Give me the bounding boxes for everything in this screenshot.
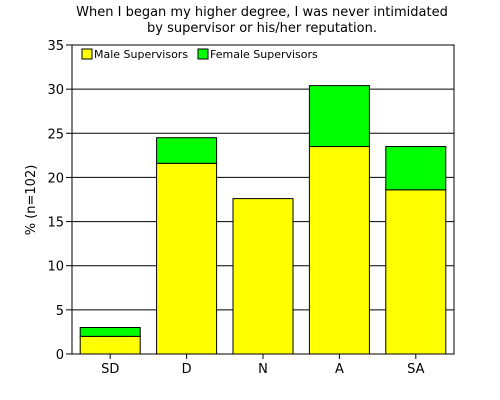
y-tick-label: 35 xyxy=(47,39,64,54)
legend: Male Supervisors Female Supervisors xyxy=(81,48,318,61)
x-tick-label-sd: SD xyxy=(101,362,119,377)
bar-male-sa xyxy=(385,189,447,355)
bar-male-d xyxy=(156,162,218,355)
y-tick-label: 5 xyxy=(56,304,64,319)
y-tick-label: 10 xyxy=(47,260,64,275)
y-tick-label: 15 xyxy=(47,216,64,231)
y-axis-label: % (n=102) xyxy=(24,165,39,236)
bar-female-a xyxy=(308,85,370,148)
bars xyxy=(79,85,447,355)
legend-label-male: Male Supervisors xyxy=(94,48,188,61)
y-tick-label: 20 xyxy=(47,171,64,186)
x-tick-label-a: A xyxy=(335,362,344,377)
legend-swatch-male xyxy=(81,48,93,60)
x-tick-label-n: N xyxy=(258,362,268,377)
bar-male-n xyxy=(232,198,294,355)
bar-female-d xyxy=(156,137,218,164)
y-tick-label: 0 xyxy=(56,348,64,363)
legend-label-female: Female Supervisors xyxy=(210,48,318,61)
y-tick-label: 25 xyxy=(47,127,64,142)
y-tick-label: 30 xyxy=(47,83,64,98)
y-axis: 0 5 10 15 20 25 30 35 xyxy=(47,39,72,363)
bar-female-sd xyxy=(79,327,141,337)
chart-subtitle: by supervisor or his/her reputation. xyxy=(147,21,377,36)
bar-male-sd xyxy=(79,335,141,355)
x-axis: SD D N A SA xyxy=(101,354,425,377)
bar-female-sa xyxy=(385,146,447,191)
legend-swatch-female xyxy=(197,48,209,60)
bar-male-a xyxy=(308,146,370,355)
x-tick-label-sa: SA xyxy=(407,362,424,377)
x-tick-label-d: D xyxy=(182,362,192,377)
chart-title: When I began my higher degree, I was nev… xyxy=(76,5,448,20)
